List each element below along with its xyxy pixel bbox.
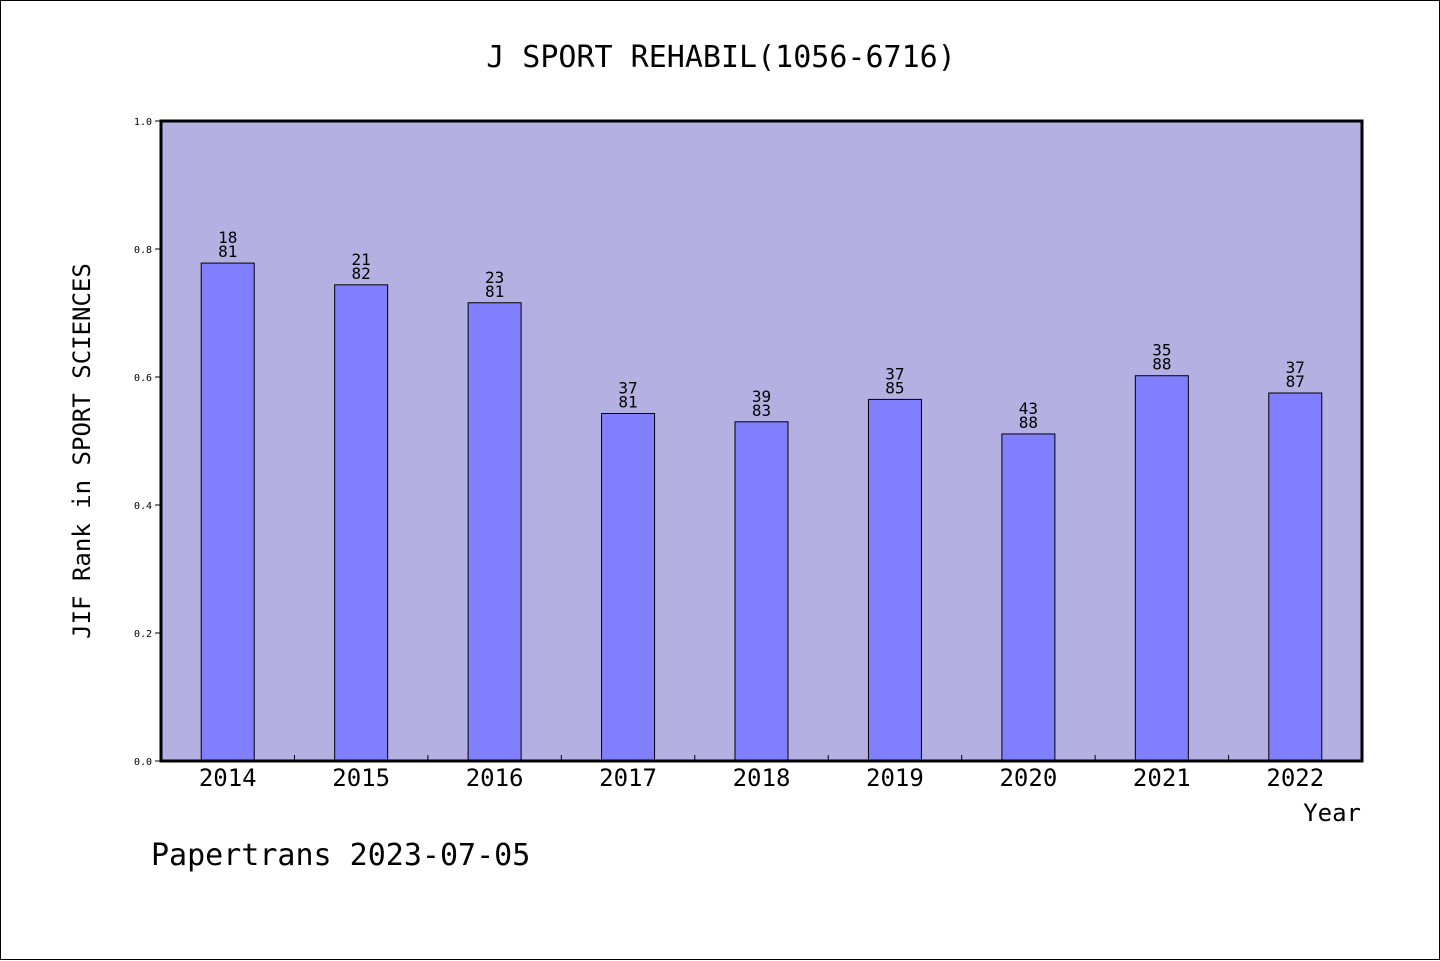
y-axis-ticks: 0.0 0.2 0.4 0.6 0.8 1.0 [134,117,161,768]
bar-rank-label: 23 [485,268,504,287]
bar-2016 [467,302,522,762]
bar-2020 [1001,433,1056,762]
x-axis-ticks: 2014 2015 2016 2017 2018 2019 2020 2021 2022 [199,755,1324,792]
y-tick-label: 0.6 [134,373,152,384]
x-tick-label: 2017 [599,764,657,792]
chart-title: J SPORT REHABIL(1056-6716) [486,40,956,75]
x-tick-label: 2018 [733,764,791,792]
bar-rank-label: 39 [752,387,771,406]
x-tick-label: 2016 [466,764,524,792]
bar-2022 [1268,392,1323,762]
bar-total-label: 85 [885,378,904,397]
bar-rank-label: 37 [1286,358,1305,377]
bar-2021 [1134,375,1189,762]
bar-total-label: 81 [618,392,637,411]
y-tick-label: 0.8 [134,245,152,256]
plot-border [159,119,1364,763]
bar-total-label: 88 [1152,355,1171,374]
bar-2015 [334,284,389,762]
y-axis-label: JIF Rank in SPORT SCIENCES [68,263,96,639]
bar-total-label: 82 [352,264,371,283]
x-tick-label: 2014 [199,764,257,792]
y-tick-label: 1.0 [134,117,152,128]
x-tick-label: 2021 [1133,764,1191,792]
bar-total-label: 83 [752,401,771,420]
x-tick-label: 2019 [866,764,924,792]
bar-rank-label: 37 [885,364,904,383]
x-tick-label: 2015 [332,764,390,792]
bar-total-label: 87 [1286,372,1305,391]
x-tick-label: 2022 [1266,764,1324,792]
y-tick-label: 0.0 [134,757,152,768]
bar-rank-label: 43 [1019,399,1038,418]
bar-rank-label: 18 [218,228,237,247]
bar-2017 [601,412,656,762]
bar-total-label: 88 [1019,413,1038,432]
bar-rank-label: 35 [1152,341,1171,360]
bar-2018 [734,421,789,762]
footer-credit: Papertrans 2023-07-05 [151,838,530,873]
y-tick-label: 0.4 [134,501,152,512]
bar-2019 [867,398,922,762]
bar-2014 [200,262,255,762]
bar-rank-label: 21 [352,250,371,269]
bar-rank-label: 37 [618,378,637,397]
x-tick-label: 2020 [999,764,1057,792]
bar-total-label: 81 [218,242,237,261]
y-tick-label: 0.2 [134,629,152,640]
bar-total-label: 81 [485,282,504,301]
bars [200,262,1323,762]
x-axis-label: Year [1303,799,1361,827]
